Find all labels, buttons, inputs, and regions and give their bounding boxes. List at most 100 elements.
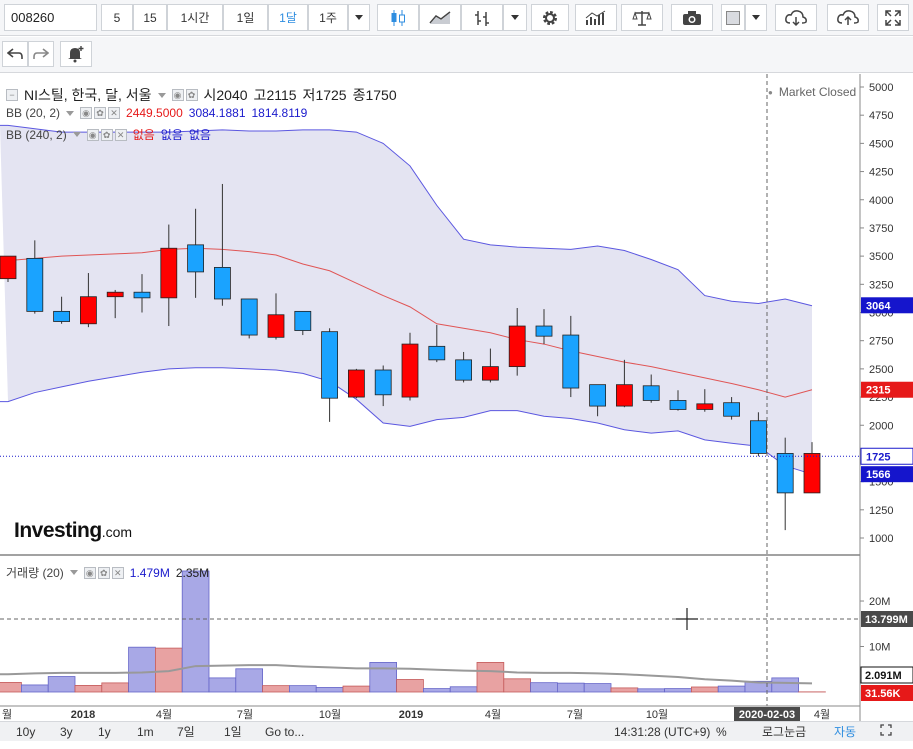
volume-bar[interactable] — [47, 676, 76, 693]
alert-button[interactable] — [60, 41, 92, 67]
volume-bar[interactable] — [637, 688, 665, 693]
interval-1d[interactable]: 1일 — [223, 4, 268, 31]
candle[interactable] — [213, 183, 231, 306]
close-icon[interactable]: ✕ — [114, 128, 127, 141]
volume-bar[interactable] — [771, 677, 799, 693]
bar-style-button[interactable] — [461, 4, 503, 31]
line-style-button[interactable] — [419, 4, 461, 31]
volume-bar[interactable] — [101, 682, 130, 693]
volume-bar[interactable] — [530, 682, 558, 693]
candle[interactable] — [53, 296, 70, 324]
volume-bar[interactable] — [583, 683, 612, 693]
candle[interactable] — [508, 307, 526, 376]
volume-bar[interactable] — [208, 677, 237, 693]
volume-pane[interactable] — [0, 570, 826, 693]
close-icon[interactable]: ✕ — [111, 566, 124, 579]
volume-bar[interactable] — [717, 685, 746, 693]
candle[interactable] — [321, 328, 339, 422]
interval-1m[interactable]: 1달 — [268, 4, 308, 31]
redo-button[interactable] — [28, 41, 54, 67]
fullscreen-toggle[interactable] — [880, 724, 892, 740]
goto-button[interactable]: Go to... — [265, 725, 305, 739]
range-1m[interactable]: 1m — [137, 725, 154, 739]
snapshot-button[interactable] — [671, 4, 713, 31]
chevron-down-icon[interactable] — [157, 92, 166, 98]
volume-bar[interactable] — [0, 682, 22, 693]
candle[interactable] — [455, 351, 473, 383]
price-pane[interactable] — [0, 124, 860, 531]
range-1d[interactable]: 1일 — [224, 725, 242, 739]
candle[interactable] — [80, 273, 97, 328]
collapse-icon[interactable]: − — [6, 89, 18, 101]
volume-bar[interactable] — [664, 688, 692, 693]
volume-bar[interactable] — [128, 646, 156, 693]
symbol-input[interactable] — [4, 4, 97, 31]
candle[interactable] — [750, 412, 767, 457]
candle[interactable] — [160, 224, 178, 327]
volume-bar[interactable] — [691, 686, 719, 693]
candle[interactable] — [481, 348, 499, 383]
interval-1h[interactable]: 1시간 — [167, 4, 223, 31]
candle[interactable] — [294, 310, 312, 336]
eye-icon[interactable]: ◉ — [83, 566, 96, 579]
candle[interactable] — [428, 324, 446, 363]
chevron-down-icon[interactable] — [72, 132, 81, 137]
color-dropdown-button[interactable] — [745, 4, 767, 31]
chevron-down-icon[interactable] — [66, 110, 75, 116]
volume-bar[interactable] — [557, 682, 585, 693]
range-3y[interactable]: 3y — [60, 725, 73, 739]
candle[interactable] — [669, 390, 687, 411]
fullscreen-button[interactable] — [877, 4, 909, 31]
gear-icon[interactable]: ✿ — [97, 566, 110, 579]
candle[interactable] — [616, 359, 633, 408]
range-7d[interactable]: 7일 — [177, 725, 195, 739]
candle[interactable] — [803, 442, 821, 494]
range-10y[interactable]: 10y — [16, 725, 36, 739]
candle[interactable] — [240, 298, 258, 339]
volume-bar[interactable] — [315, 687, 344, 693]
volume-bar[interactable] — [449, 686, 478, 693]
eye-icon[interactable]: ◉ — [80, 107, 93, 119]
interval-5[interactable]: 5 — [101, 4, 133, 31]
eye-icon[interactable]: ◉ — [86, 128, 99, 141]
load-chart-button[interactable] — [775, 4, 817, 31]
auto-scale-toggle[interactable]: 자동 — [834, 725, 857, 739]
close-icon[interactable]: ✕ — [108, 107, 121, 119]
volume-bar[interactable] — [476, 662, 505, 693]
indicators-button[interactable] — [575, 4, 617, 31]
eye-icon[interactable]: ◉ — [171, 89, 184, 101]
candle[interactable] — [26, 240, 44, 314]
candle[interactable] — [133, 274, 151, 313]
volume-bar[interactable] — [288, 685, 317, 693]
settings-button[interactable] — [531, 4, 569, 31]
candle[interactable] — [723, 397, 740, 420]
gear-icon[interactable]: ✿ — [185, 89, 198, 101]
volume-bar[interactable] — [181, 570, 210, 693]
volume-bar[interactable] — [74, 685, 103, 693]
chart-style-dropdown-button[interactable] — [503, 4, 527, 31]
candle[interactable] — [187, 208, 205, 298]
gear-icon[interactable]: ✿ — [94, 107, 107, 119]
chart-area[interactable]: 5000475045004250400037503500325030002750… — [0, 74, 913, 721]
candle[interactable] — [642, 374, 660, 403]
candle[interactable] — [535, 309, 553, 345]
candle[interactable] — [776, 437, 794, 531]
candle[interactable] — [401, 332, 419, 401]
interval-15[interactable]: 15 — [133, 4, 167, 31]
candle[interactable] — [106, 289, 124, 319]
undo-button[interactable] — [2, 41, 28, 67]
candle-style-button[interactable] — [377, 4, 419, 31]
candle[interactable] — [696, 389, 714, 412]
chevron-down-icon[interactable] — [69, 570, 78, 575]
candle[interactable] — [347, 368, 365, 399]
volume-bar[interactable] — [369, 662, 397, 693]
volume-bar[interactable] — [235, 668, 264, 693]
percent-toggle[interactable]: % — [716, 725, 727, 739]
volume-bar[interactable] — [396, 679, 424, 693]
volume-bar[interactable] — [342, 685, 371, 693]
volume-bar[interactable] — [422, 688, 451, 693]
compare-button[interactable] — [621, 4, 663, 31]
volume-bar[interactable] — [503, 678, 531, 693]
interval-1w[interactable]: 1주 — [308, 4, 348, 31]
color-picker-button[interactable] — [721, 4, 745, 31]
